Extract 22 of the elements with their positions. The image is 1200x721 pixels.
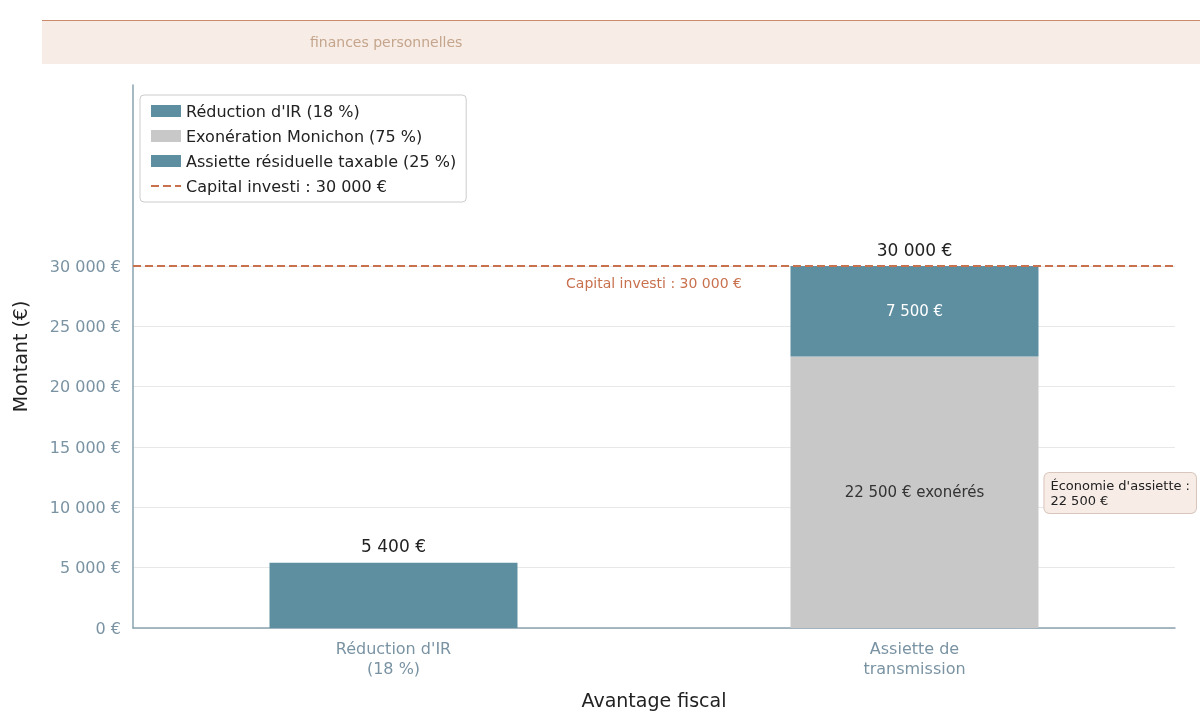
y-axis-title: Montant (€) [8,300,31,413]
x-tick-label: Assiette de transmission [863,638,966,678]
legend-label: Exonération Monichon (75 %) [186,126,423,146]
x-axis-title: Avantage fiscal [581,688,727,711]
data-label: 22 500 € exonérés [844,483,985,502]
legend-label: Réduction d'IR (18 %) [186,101,360,121]
y-tick-label: 15 000 € [49,437,121,457]
y-tick-label: 0 € [95,618,121,638]
total-label: 30 000 € [876,239,953,260]
legend-label: Capital investi : 30 000 € [186,176,387,196]
legend-label: Assiette résiduelle taxable (25 %) [186,151,457,171]
text: Capital investi : 30 000 € [566,275,742,291]
chart-subtitle: finances personnelles [310,34,463,50]
annotation: Économie d'assiette : 22 500 € [1050,478,1191,508]
y-tick-label: 20 000 € [49,377,121,397]
y-tick-label: 30 000 € [49,256,121,276]
data-label: 7 500 € [885,302,944,321]
y-tick-label: 10 000 € [49,497,121,517]
y-tick-label: 5 000 € [59,558,121,578]
y-tick-label: 25 000 € [49,316,121,336]
total-label: 5 400 € [361,536,426,557]
header-band: finances personnelles [42,20,1200,64]
